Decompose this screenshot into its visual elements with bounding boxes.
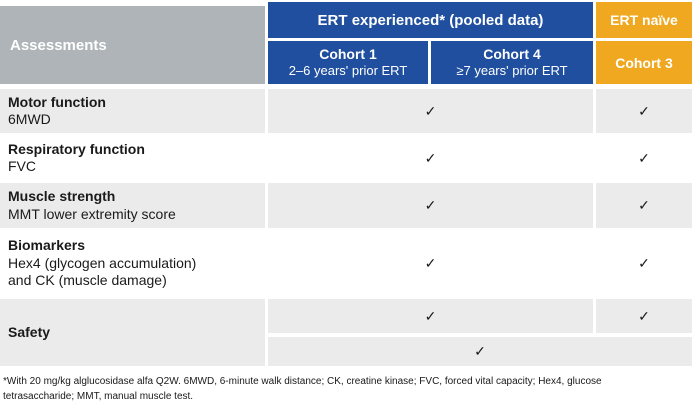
checkmark-icon: ✓ — [268, 183, 593, 228]
assessments-table: Assessments ERT experienced* (pooled dat… — [0, 2, 692, 366]
checkmark-icon: ✓ — [596, 89, 692, 133]
checkmark-icon: ✓ — [638, 149, 650, 166]
cohort-1-detail: 2–6 years' prior ERT — [288, 63, 408, 79]
category-title: Biomarkers — [8, 237, 86, 254]
checkmark-icon: ✓ — [596, 299, 692, 333]
category-title: Respiratory function — [8, 140, 145, 157]
row-respiratory-function-label: Respiratory function FVC — [0, 133, 265, 183]
ert-experienced-header: ERT experienced* (pooled data) — [268, 2, 593, 38]
cohort-4-name: Cohort 4 — [483, 46, 541, 63]
row-biomarkers-label: Biomarkers Hex4 (glycogen accumulation) … — [0, 228, 265, 299]
cohort-4-header: Cohort 4 ≥7 years' prior ERT — [431, 41, 593, 84]
footnote: *With 20 mg/kg alglucosidase alfa Q2W. 6… — [3, 376, 602, 401]
checkmark-icon: ✓ — [596, 183, 692, 228]
checkmark-icon: ✓ — [268, 337, 692, 366]
cohort-3-header: Cohort 3 — [596, 41, 692, 84]
category-detail: 6MWD — [8, 111, 51, 127]
cohort-1-header: Cohort 1 2–6 years' prior ERT — [268, 41, 428, 84]
checkmark-icon: ✓ — [424, 149, 437, 166]
category-title: Muscle strength — [8, 188, 116, 205]
checkmark-icon: ✓ — [268, 299, 593, 333]
category-detail: and CK (muscle damage) — [8, 272, 167, 289]
cohort-4-detail: ≥7 years' prior ERT — [456, 63, 568, 79]
ert-naive-header: ERT naïve — [596, 2, 692, 38]
category-detail: MMT lower extremity score — [8, 205, 176, 222]
checkmark-icon: ✓ — [424, 255, 437, 271]
row-muscle-strength-label: Muscle strength MMT lower extremity scor… — [0, 183, 265, 228]
checkmark-icon: ✓ — [638, 255, 650, 271]
checkmark-icon: ✓ — [268, 89, 593, 133]
category-detail: FVC — [8, 158, 36, 174]
category-detail: Hex4 (glycogen accumulation) — [8, 254, 197, 271]
assessments-column-header: Assessments — [0, 6, 265, 84]
category-title: Safety — [8, 323, 51, 340]
cohort-1-name: Cohort 1 — [319, 46, 377, 63]
row-safety-label: Safety — [0, 299, 265, 366]
row-motor-function-label: Motor function 6MWD — [0, 89, 265, 133]
pooled-cohorts-header-group: Cohort 1 2–6 years' prior ERT Cohort 4 ≥… — [268, 41, 593, 84]
category-title: Motor function — [8, 93, 106, 110]
